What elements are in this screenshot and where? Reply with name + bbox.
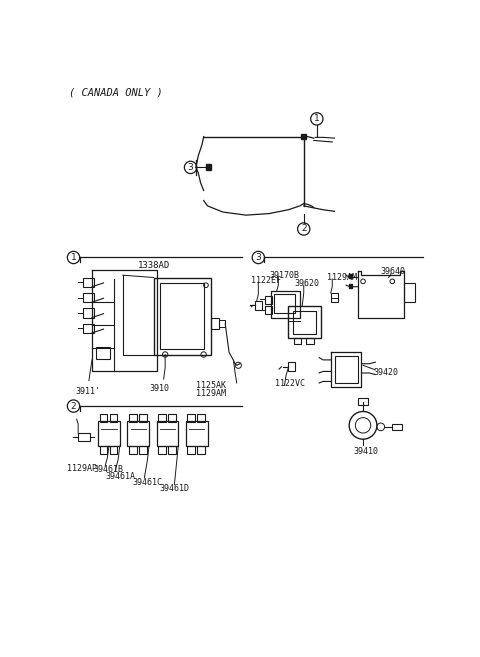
Text: 3: 3	[188, 163, 193, 172]
Bar	[186, 422, 207, 446]
Text: 39170B: 39170B	[269, 271, 299, 281]
Bar	[129, 446, 137, 454]
Bar	[197, 446, 205, 454]
Bar	[300, 133, 306, 139]
Text: 39620: 39620	[295, 279, 320, 288]
Bar	[158, 446, 166, 454]
Bar	[139, 446, 147, 454]
Bar	[154, 277, 211, 355]
Bar	[265, 296, 272, 304]
Bar	[98, 422, 120, 446]
Bar	[158, 414, 166, 422]
Bar	[404, 283, 415, 302]
Bar	[271, 290, 300, 317]
Bar	[293, 311, 316, 334]
Bar	[294, 338, 301, 344]
Text: ( CANADA ONLY ): ( CANADA ONLY )	[69, 87, 163, 98]
Bar	[100, 414, 108, 422]
Bar	[219, 320, 225, 327]
Text: 39640: 39640	[381, 267, 406, 277]
Text: 2: 2	[301, 225, 307, 233]
Bar	[306, 338, 314, 344]
Bar	[168, 446, 176, 454]
Bar	[288, 362, 295, 371]
Text: 39410: 39410	[354, 447, 379, 456]
Bar	[110, 446, 118, 454]
Text: 1129AM: 1129AM	[196, 389, 226, 398]
Bar	[211, 317, 219, 329]
Bar	[275, 294, 295, 313]
Bar	[129, 414, 137, 422]
Text: 1338AD: 1338AD	[137, 261, 170, 270]
Bar	[83, 308, 94, 317]
Bar	[83, 324, 94, 333]
Text: 1129AP: 1129AP	[67, 464, 97, 473]
Bar	[188, 414, 195, 422]
Bar	[255, 301, 262, 310]
Bar	[78, 433, 90, 441]
Text: 39461D: 39461D	[160, 484, 190, 493]
Text: 3: 3	[255, 253, 261, 262]
Bar	[168, 414, 176, 422]
Bar	[100, 446, 108, 454]
Bar	[156, 422, 178, 446]
Bar	[288, 306, 321, 338]
Bar	[83, 293, 94, 302]
Bar	[160, 283, 204, 349]
Text: 39420: 39420	[373, 367, 398, 376]
Bar	[188, 446, 195, 454]
Text: 39461B: 39461B	[94, 465, 123, 474]
Text: 3910: 3910	[150, 384, 170, 393]
Bar	[349, 284, 352, 288]
Bar	[83, 277, 94, 286]
Bar	[359, 398, 368, 405]
Bar	[335, 356, 358, 383]
Bar	[265, 306, 272, 313]
Text: 1129AM: 1129AM	[327, 273, 357, 282]
Bar	[197, 414, 205, 422]
Bar	[127, 422, 149, 446]
Bar	[392, 424, 402, 430]
Bar	[110, 414, 118, 422]
Bar	[206, 164, 211, 170]
Text: 39461A: 39461A	[106, 472, 136, 480]
Text: 1122VC: 1122VC	[275, 379, 305, 388]
Text: 1: 1	[71, 253, 76, 262]
Bar	[349, 275, 352, 277]
Bar	[96, 347, 110, 359]
Text: 1: 1	[314, 114, 320, 124]
Text: 1122EF: 1122EF	[252, 276, 281, 285]
Text: 1125AK: 1125AK	[196, 382, 226, 390]
Text: 3911': 3911'	[75, 387, 100, 396]
Text: 2: 2	[71, 401, 76, 411]
Bar	[139, 414, 147, 422]
Bar	[331, 293, 337, 302]
Text: 39461C: 39461C	[132, 478, 162, 487]
